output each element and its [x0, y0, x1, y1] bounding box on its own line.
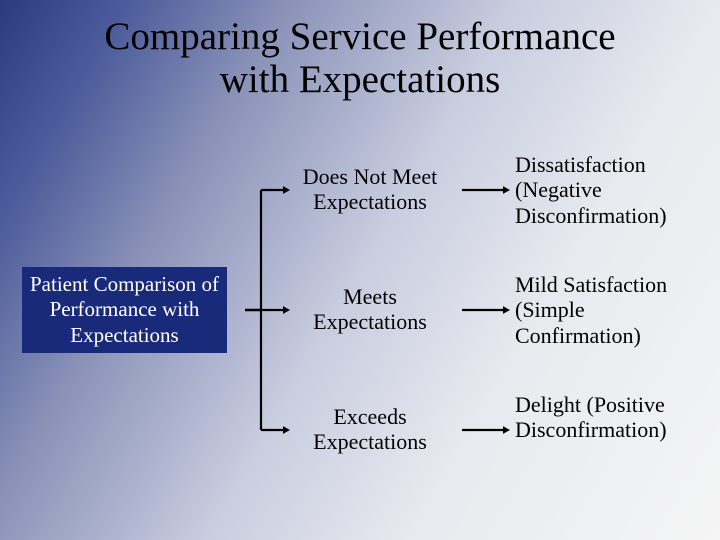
title-line-2: with Expectations: [220, 58, 501, 101]
title: Comparing Service Performance with Expec…: [0, 16, 720, 102]
source-box: Patient Comparison of Performance with E…: [22, 267, 227, 353]
arrow-mid-to-outcome-0: [460, 180, 516, 200]
outcome-label-0: Dissatisfaction (Negative Disconfirmatio…: [515, 152, 700, 228]
arrow-mid-to-outcome-2: [460, 420, 516, 440]
outcome-label-1: Mild Satisfaction (Simple Confirmation): [515, 272, 700, 348]
mid-label-2: Exceeds Expectations: [285, 404, 455, 455]
mid-label-1: Meets Expectations: [285, 284, 455, 335]
title-line-1: Comparing Service Performance: [104, 15, 615, 58]
source-box-text: Patient Comparison of Performance with E…: [22, 272, 227, 348]
slide: Comparing Service Performance with Expec…: [0, 0, 720, 540]
outcome-label-2: Delight (Positive Disconfirmation): [515, 392, 700, 443]
arrow-mid-to-outcome-1: [460, 300, 516, 320]
mid-label-0: Does Not Meet Expectations: [285, 164, 455, 215]
